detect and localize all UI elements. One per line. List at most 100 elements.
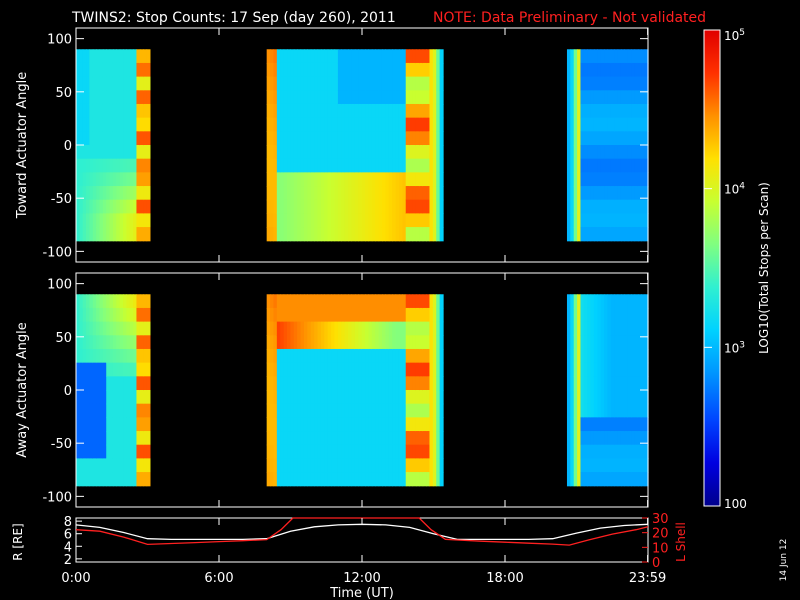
heat-cell	[415, 431, 420, 446]
heat-cell	[580, 321, 585, 336]
heat-cell	[297, 158, 302, 173]
heat-cell	[429, 444, 434, 459]
heat-cell	[577, 172, 582, 187]
heat-cell	[133, 294, 138, 309]
heat-cell	[398, 76, 403, 91]
heat-cell	[402, 172, 407, 187]
heat-cell	[624, 335, 629, 350]
heat-cell	[341, 307, 346, 323]
heat-cell	[89, 62, 94, 78]
heat-cell	[610, 472, 615, 487]
heat-cell	[395, 431, 400, 446]
heat-cell	[123, 431, 127, 446]
heat-cell	[436, 472, 441, 487]
heat-cell	[314, 321, 319, 336]
heat-cell	[133, 49, 138, 64]
heat-cell	[617, 158, 622, 173]
heat-cell	[604, 49, 609, 64]
heat-cell	[86, 199, 91, 214]
heat-cell	[293, 417, 298, 432]
heat-cell	[310, 390, 315, 405]
heat-cell	[422, 227, 427, 242]
heat-cell	[392, 362, 397, 377]
heat-cell	[631, 294, 636, 309]
heat-cell	[139, 362, 144, 377]
heat-cell	[337, 76, 342, 91]
heat-cell	[644, 472, 649, 487]
heat-cell	[126, 390, 131, 405]
heat-cell	[76, 321, 80, 336]
heat-cell	[287, 103, 292, 119]
heat-cell	[631, 403, 636, 418]
heat-cell	[123, 362, 127, 377]
heat-cell	[129, 186, 134, 201]
heat-cell	[395, 307, 400, 323]
heat-cell	[99, 227, 104, 242]
heat-cell	[102, 307, 107, 323]
heat-cell	[593, 348, 598, 364]
heat-cell	[375, 417, 380, 432]
heat-cell	[293, 307, 298, 323]
heat-cell	[365, 76, 370, 91]
heat-cell	[293, 76, 298, 91]
heat-cell	[566, 307, 571, 323]
heat-cell	[133, 131, 138, 146]
heat-cell	[86, 403, 91, 418]
heat-cell	[290, 348, 295, 364]
heat-cell	[129, 403, 134, 418]
heat-cell	[300, 158, 305, 173]
heat-cell	[375, 213, 380, 228]
heat-cell	[426, 335, 431, 350]
heat-cell	[587, 362, 592, 377]
heat-cell	[344, 103, 349, 119]
heat-cell	[96, 186, 101, 201]
heat-cell	[368, 186, 373, 201]
heat-cell	[415, 76, 420, 91]
heat-cell	[371, 376, 376, 391]
heat-cell	[392, 294, 397, 309]
heat-cell	[577, 76, 582, 91]
heat-cell	[109, 307, 114, 323]
heat-cell	[620, 213, 625, 228]
heat-cell	[348, 321, 353, 336]
heat-cell	[327, 458, 332, 473]
heat-cell	[624, 103, 629, 119]
heat-cell	[358, 431, 363, 446]
heat-cell	[620, 417, 625, 432]
heat-cell	[398, 444, 403, 459]
heat-cell	[314, 376, 319, 391]
heat-cell	[398, 145, 403, 160]
heat-cell	[570, 472, 575, 487]
heat-cell	[378, 472, 383, 487]
heat-cell	[119, 117, 124, 132]
heat-cell	[368, 213, 373, 228]
heat-cell	[570, 362, 575, 377]
heat-cell	[634, 417, 639, 432]
heat-cell	[583, 227, 588, 242]
heat-cell	[432, 158, 437, 173]
heat-cell	[109, 49, 114, 64]
heat-cell	[106, 103, 111, 119]
heat-cell	[314, 403, 319, 418]
heat-cell	[607, 390, 612, 405]
heat-cell	[92, 458, 97, 473]
heat-cell	[293, 90, 298, 105]
heat-cell	[644, 348, 649, 364]
heat-cell	[392, 172, 397, 187]
heat-cell	[139, 62, 144, 78]
heat-cell	[385, 145, 390, 160]
heat-cell	[280, 117, 285, 132]
heat-cell	[439, 472, 444, 487]
heat-cell	[270, 390, 275, 405]
heat-cell	[324, 390, 329, 405]
heat-cell	[385, 158, 390, 173]
heat-cell	[388, 213, 393, 228]
heat-cell	[82, 49, 87, 64]
heat-cell	[422, 158, 427, 173]
heat-cell	[310, 403, 315, 418]
heat-cell	[354, 103, 359, 119]
heat-cell	[583, 472, 588, 487]
heat-cell	[368, 294, 373, 309]
heat-cell	[358, 158, 363, 173]
heat-cell	[266, 307, 271, 323]
